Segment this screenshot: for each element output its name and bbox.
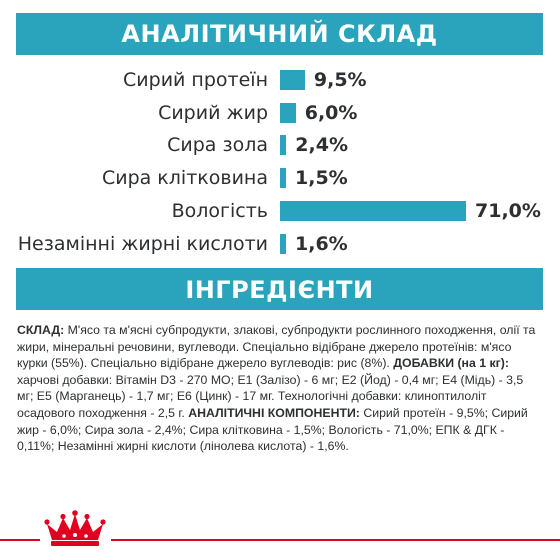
ingredients-title-banner: ІНГРЕДІЄНТИ (16, 268, 543, 310)
analysis-title: АНАЛІТИЧНИЙ СКЛАД (121, 20, 438, 48)
analysis-row: Вологість 71,0% (0, 198, 560, 224)
analysis-row-bar (280, 168, 286, 189)
analysis-row: Незамінні жирні кислоти 1,6% (0, 231, 560, 257)
analysis-row-label: Сирий протеїн (123, 69, 268, 91)
analysis-row: Сира клітковина 1,5% (0, 165, 560, 191)
analysis-row: Сирий протеїн 9,5% (0, 67, 560, 93)
analytical-components-text: Сирий протеїн - 9,5%; Сирий жир - 6,0%; … (17, 405, 528, 454)
analytical-components-label: АНАЛІТИЧНІ КОМПОНЕНТИ: (188, 405, 360, 420)
additives-text: харчові добавки: Вітамін D3 - 270 МО; Е1… (17, 372, 524, 420)
analysis-row-bar (280, 135, 287, 156)
footer-line-right (111, 539, 560, 541)
analysis-title-banner: АНАЛІТИЧНИЙ СКЛАД (16, 13, 543, 55)
analysis-row-bar (280, 200, 467, 221)
analysis-row-label: Вологість (171, 199, 268, 222)
analysis-row-label: Незамінні жирні кислоти (17, 232, 268, 255)
analysis-row: Сирий жир 6,0% (0, 100, 560, 126)
analysis-row-bar (280, 233, 286, 254)
analysis-row-value: 1,5% (295, 167, 348, 190)
ingredients-text: СКЛАД: М'ясо та м'ясні субпродукти, злак… (17, 322, 541, 455)
analysis-row-value: 2,4% (295, 134, 348, 157)
composition-label: СКЛАД: (17, 323, 65, 337)
analysis-row-bar (280, 70, 305, 90)
royal-canin-crown-icon (44, 510, 106, 546)
analysis-row-value: 9,5% (313, 69, 367, 91)
analysis-row-label: Сира зола (167, 134, 268, 157)
composition-text: М'ясо та м'ясні субпродукти, злакові, су… (17, 323, 536, 371)
analysis-row-value: 71,0% (475, 199, 541, 222)
analysis-row: Сира зола 2,4% (0, 132, 560, 158)
footer-line-left (0, 539, 40, 541)
analysis-row-value: 1,6% (295, 232, 348, 255)
analysis-row-label: Сира клітковина (101, 167, 268, 190)
analysis-row-label: Сирий жир (158, 101, 268, 124)
analysis-row-value: 6,0% (304, 101, 358, 124)
analysis-row-bar (280, 102, 296, 123)
ingredients-title: ІНГРЕДІЄНТИ (185, 276, 374, 304)
additives-label: ДОБАВКИ (на 1 кг): (393, 356, 509, 371)
